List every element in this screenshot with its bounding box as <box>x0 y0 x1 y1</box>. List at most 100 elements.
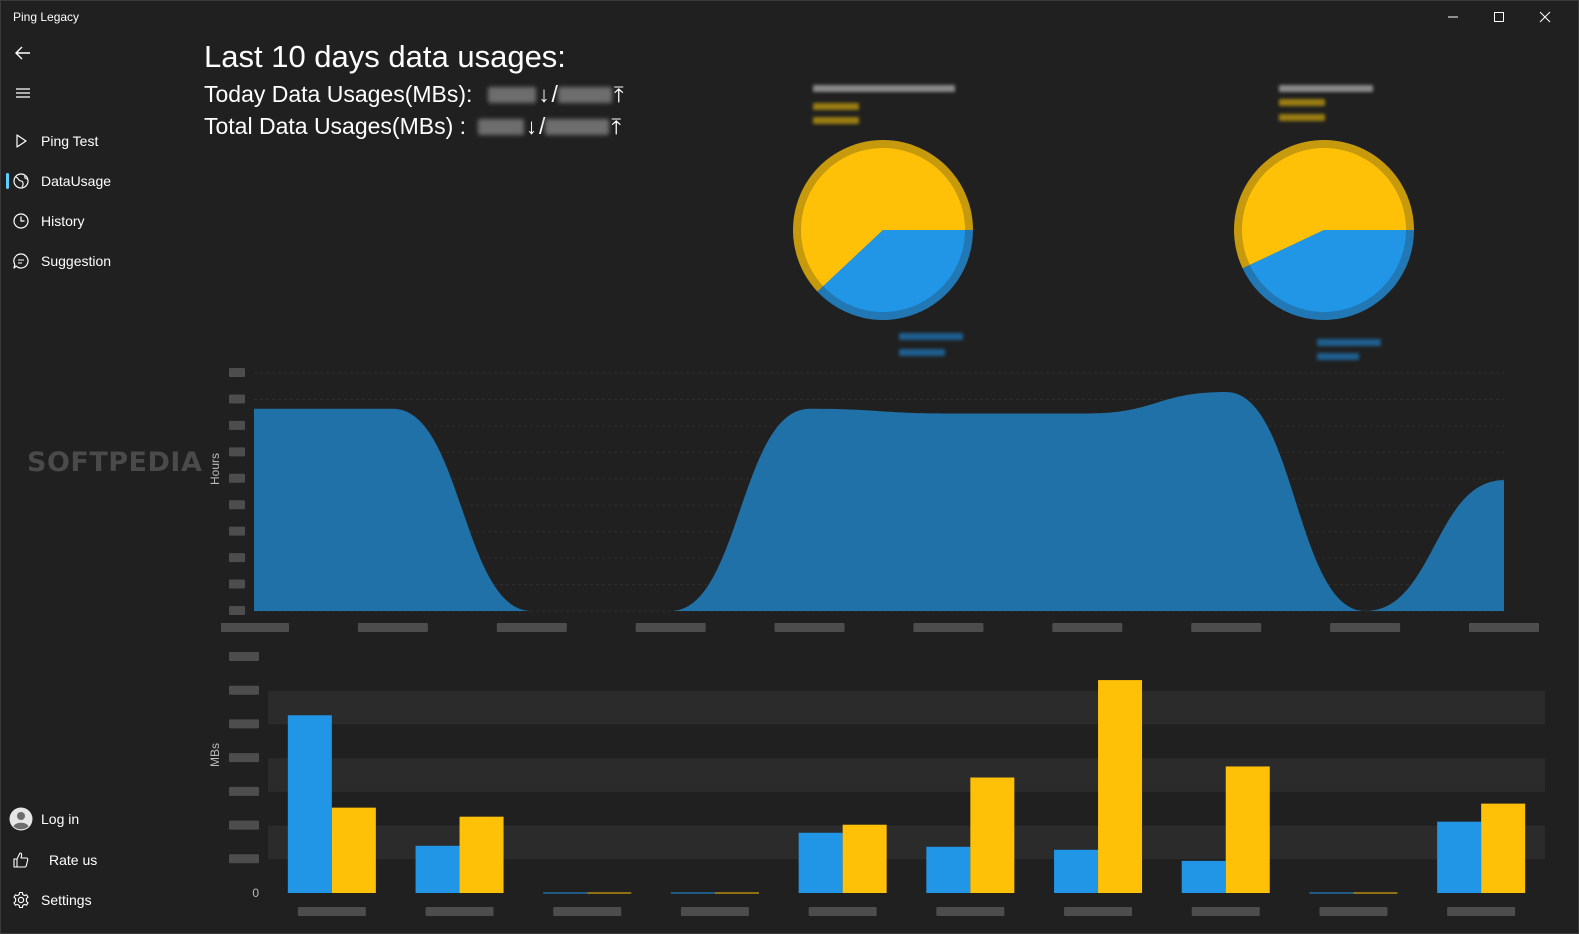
nav-item-label: DataUsage <box>41 173 112 189</box>
pie-slice-download <box>823 230 965 312</box>
pie1-legend-upload-blur <box>813 103 859 110</box>
bar-upload <box>1481 803 1526 893</box>
bar-y-tick-label <box>229 854 259 864</box>
bar-download <box>287 715 332 893</box>
close-button[interactable] <box>1522 1 1568 33</box>
hamburger-icon <box>16 88 30 98</box>
back-button[interactable] <box>5 37 41 69</box>
hamburger-menu-button[interactable] <box>5 77 41 109</box>
close-icon <box>1539 11 1551 23</box>
bar-x-tick-label <box>936 907 1005 916</box>
bar-upload <box>1353 892 1398 894</box>
chat-icon <box>1 252 41 270</box>
area-chart-hours <box>221 368 1539 632</box>
nav-item-history[interactable]: History <box>1 203 191 239</box>
clock-icon <box>1 212 41 230</box>
area-y-tick-label <box>229 368 245 377</box>
area-x-tick-label <box>1191 623 1262 632</box>
download-arrow-icon: ↓ <box>526 113 538 139</box>
bar-x-tick-label <box>808 907 877 916</box>
login-button[interactable]: Log in <box>1 801 191 837</box>
bar-y-tick-label <box>229 719 259 729</box>
area-series-hours <box>254 392 1504 611</box>
pie2-legend-upload-blur <box>1279 99 1325 106</box>
pie-chart-last-day <box>793 140 973 321</box>
area-x-tick-label <box>913 623 984 632</box>
bar-upload <box>1098 680 1143 893</box>
bar-y-tick-label <box>229 820 259 830</box>
gear-icon <box>1 891 41 909</box>
bar-x-tick-label <box>425 907 494 916</box>
pie2-legend-download-blur <box>1317 353 1359 360</box>
settings-button[interactable]: Settings <box>1 882 191 918</box>
area-x-tick-label <box>1469 623 1539 632</box>
today-download-value <box>488 86 537 103</box>
bar-chart-mbs: 0 <box>229 652 1545 916</box>
bar-upload <box>970 777 1015 893</box>
nav-item-label: Ping Test <box>41 133 99 149</box>
today-usage-row: Today Data Usages(MBs): ↓ / ⤒ <box>204 81 626 108</box>
nav-item-datausage[interactable]: DataUsage <box>1 163 191 199</box>
area-y-tick-label <box>229 606 245 615</box>
bar-x-tick-label <box>297 907 366 916</box>
area-y-tick-label <box>229 553 245 563</box>
upload-arrow-icon: ⤒ <box>613 81 624 107</box>
pie-chart-ten-days <box>1234 139 1414 320</box>
play-icon <box>1 133 41 149</box>
pie1-legend-download-blur <box>899 349 945 356</box>
area-y-tick-label <box>229 500 245 510</box>
area-x-tick-label <box>357 623 428 632</box>
app-title: Ping Legacy <box>13 10 80 24</box>
bar-grid-band <box>268 758 1545 792</box>
maximize-button[interactable] <box>1476 1 1522 33</box>
value-separator: / <box>551 81 558 107</box>
download-arrow-icon: ↓ <box>538 81 550 107</box>
today-usage-label: Today Data Usages(MBs): <box>204 81 473 107</box>
globe-icon <box>1 172 41 190</box>
minimize-button[interactable] <box>1430 1 1476 33</box>
pie1-legend-upload-blur <box>813 117 859 124</box>
pie1-title-blur <box>813 85 955 92</box>
pie2-title-blur <box>1279 85 1373 92</box>
upload-arrow-icon: ⤒ <box>611 113 622 139</box>
bar-download <box>798 832 843 893</box>
bar-download <box>1054 849 1099 893</box>
nav-item-ping-test[interactable]: Ping Test <box>1 123 191 159</box>
bar-download <box>415 845 460 893</box>
bar-x-tick-label <box>1064 907 1133 916</box>
bar-x-tick-label <box>553 907 622 916</box>
avatar-icon <box>1 807 41 831</box>
rate-us-button[interactable]: Rate us <box>1 842 191 878</box>
bar-download <box>670 892 715 894</box>
footer-item-label: Settings <box>41 892 92 908</box>
area-y-tick-label <box>229 447 245 457</box>
total-usage-row: Total Data Usages(MBs) : ↓ / ⤒ <box>204 113 623 140</box>
area-x-tick-label <box>1052 623 1123 632</box>
area-x-tick-label <box>635 623 706 632</box>
pie2-legend-download-blur <box>1317 339 1381 346</box>
nav-item-label: Suggestion <box>41 253 112 269</box>
maximize-icon <box>1494 12 1504 22</box>
pie2-legend-upload-blur <box>1279 114 1325 121</box>
area-y-tick-label <box>229 473 245 483</box>
bar-y-tick-zero: 0 <box>252 886 259 900</box>
area-x-tick-label <box>221 623 289 632</box>
footer-item-label: Rate us <box>49 852 98 868</box>
title-bar: Ping Legacy <box>1 1 1578 33</box>
area-y-tick-label <box>229 394 245 404</box>
minimize-icon <box>1448 16 1458 18</box>
bar-download <box>1309 892 1354 894</box>
bar-upload <box>459 816 504 893</box>
bar-y-tick-label <box>229 753 259 763</box>
nav-item-suggestion[interactable]: Suggestion <box>1 243 191 279</box>
page-title: Last 10 days data usages: <box>204 39 566 74</box>
bar-upload <box>1225 766 1270 893</box>
bar-download <box>926 846 971 893</box>
pie1-legend-download-blur <box>899 333 963 340</box>
area-chart-y-axis-label: Hours <box>208 452 222 485</box>
today-upload-value <box>557 86 612 103</box>
bar-chart-y-axis-label: MBs <box>208 743 222 767</box>
bar-x-tick-label <box>1191 907 1260 916</box>
bar-upload <box>587 892 632 894</box>
